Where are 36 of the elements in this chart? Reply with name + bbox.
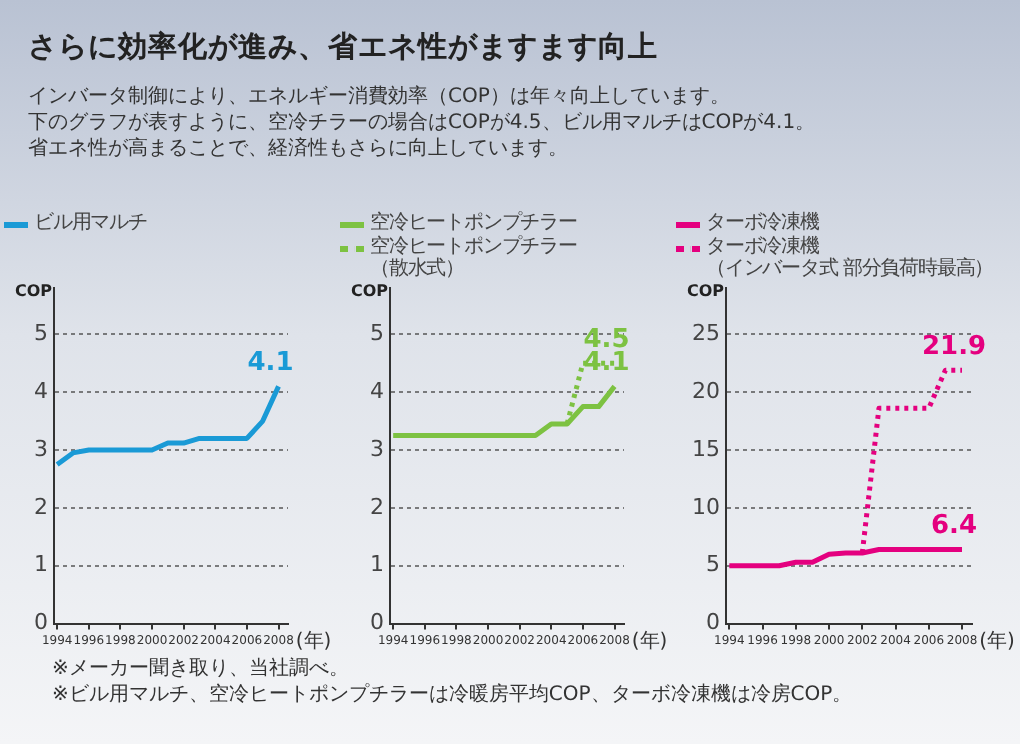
y-tick-label: 5 [706, 551, 720, 578]
legend-label: 空冷ヒートポンプチラー（散水式） [370, 236, 577, 280]
y-tick-label: 0 [34, 609, 48, 636]
data-label: 6.4 [931, 511, 978, 542]
legend-label: ターボ冷凍機 [706, 212, 819, 234]
y-tick-label: 5 [370, 320, 384, 347]
text: ※メーカー聞き取り、当社調べ。 [52, 656, 351, 682]
y-tick-label: 3 [370, 435, 384, 462]
y-axis-title: COP [350, 282, 389, 301]
y-tick-label: 15 [692, 435, 720, 462]
chart-title: さらに効率化が進み、省エネ性がますます向上 [28, 28, 658, 66]
y-tick-label: 1 [34, 551, 48, 578]
y-tick-label: 2 [370, 493, 384, 520]
y-tick-label: 0 [370, 609, 384, 636]
y-tick-label: 0 [706, 609, 720, 636]
y-axis-title: COP [14, 282, 53, 301]
y-tick-label: 5 [34, 320, 48, 347]
y-tick-label: 3 [34, 435, 48, 462]
text: ※ビル用マルチ、空冷ヒートポンプチラーは冷暖房平均COP、ターボ冷凍機は冷房COP。 [52, 682, 853, 708]
x-axis-title: (年) [295, 628, 332, 653]
y-axis-title: COP [686, 282, 725, 301]
legend-label: ビル用マルチ [34, 212, 147, 234]
legend-label: ターボ冷凍機（インバータ式 部分負荷時最高） [706, 236, 994, 280]
y-tick-label: 20 [692, 377, 720, 404]
y-tick-label: 10 [692, 493, 720, 520]
data-label: 21.9 [921, 331, 987, 362]
y-tick-label: 4 [370, 377, 384, 404]
legend-label: 空冷ヒートポンプチラー [370, 212, 577, 234]
y-tick-label: 4 [34, 377, 48, 404]
text: インバータ制御により、エネルギー消費効率（COP）は年々向上しています。下のグラフが表すように、空冷チラーの場合はCOPが4.5、ビル用マルチはCOPが4.1。省エネ性が高まることで、経済性もさらに向上しています。 [28, 84, 816, 162]
x-axis-title: (年) [631, 628, 668, 653]
y-tick-label: 2 [34, 493, 48, 520]
y-tick-label: 1 [370, 551, 384, 578]
data-label: 4.1 [247, 348, 294, 379]
x-axis-title: (年) [979, 628, 1016, 653]
y-tick-label: 25 [692, 320, 720, 347]
